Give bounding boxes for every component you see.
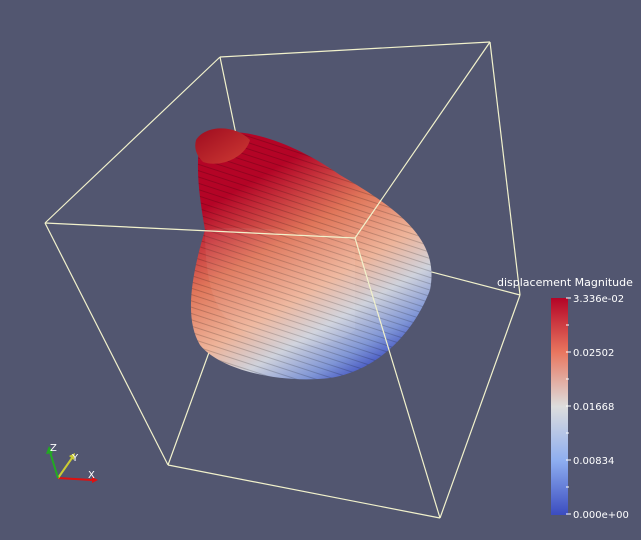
deformed-mesh-surface [190, 128, 432, 380]
color-legend-tick-label: 0.01668 [573, 402, 614, 413]
color-legend-tick-label: 0.00834 [573, 456, 614, 467]
color-legend-tick-label: 0.02502 [573, 348, 614, 359]
orientation-axes: X Y Z [46, 443, 98, 483]
axis-z-label: Z [50, 443, 57, 454]
color-legend-bar [551, 298, 568, 515]
color-legend-max-label: 3.336e-02 [573, 294, 624, 305]
color-legend: displacement Magnitude 3.336e-02 0.02502… [497, 276, 633, 521]
color-legend-ticks [566, 297, 571, 515]
axis-y-label: Y [71, 453, 79, 464]
bounding-box-front-edges [44, 41, 521, 519]
color-legend-min-label: 0.000e+00 [573, 510, 629, 521]
axis-x-label: X [88, 470, 95, 481]
color-legend-title: displacement Magnitude [497, 276, 633, 289]
